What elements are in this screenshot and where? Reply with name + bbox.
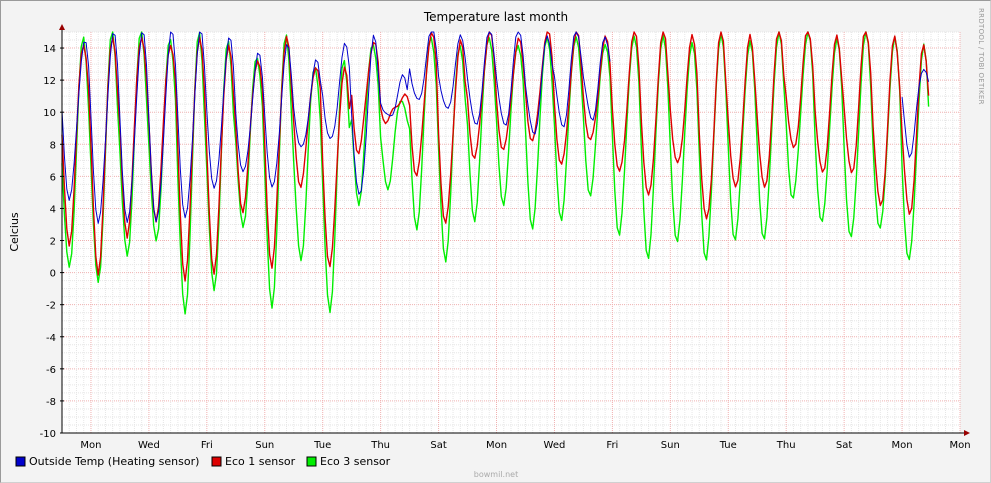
x-tick-label: Sat [430,440,446,451]
x-tick-label: Tue [313,440,331,451]
legend-swatch [211,456,222,467]
x-tick-label: Fri [606,440,618,451]
legend: Outside Temp (Heating sensor) Eco 1 senso… [15,455,391,468]
series-line-eco1 [61,31,930,282]
y-tick-label: 6 [50,172,56,183]
y-tick-label: -8 [46,397,56,408]
x-tick-labels: Mon Wed Fri Sun Tue Thu Sat Mon Wed Fri Sun Tue Thu S… [80,440,970,451]
x-axis-arrow [964,430,970,436]
y-tick-label: -6 [46,365,56,376]
y-tick-label: 0 [50,269,56,280]
y-tick-label: 2 [50,237,56,248]
x-tick-label: Tue [719,440,737,451]
x-tick-label: Mon [486,440,507,451]
legend-label: Eco 3 sensor [320,455,391,468]
y-tick-label: -10 [40,429,56,440]
x-tick-label: Wed [544,440,566,451]
y-axis-arrow [59,24,65,30]
series-line-outside-temp [61,31,930,224]
side-credit: RRDTOOL / TOBI OETIKER [977,8,985,105]
legend-label: Eco 1 sensor [225,455,296,468]
y-tick-label: 4 [50,204,56,215]
y-tick-label: 10 [43,108,56,119]
x-tick-label: Fri [201,440,213,451]
y-axis-label: Celcius [8,212,21,252]
x-tick-label: Sun [255,440,274,451]
y-tick-label: -4 [46,333,56,344]
x-tick-label: Wed [138,440,160,451]
legend-label: Outside Temp (Heating sensor) [29,455,199,468]
y-tick-label: 12 [43,76,56,87]
legend-swatch [15,456,26,467]
footer-credit: bowmil.net [474,470,518,479]
x-tick-label: Sat [836,440,852,451]
y-tick-labels: -10 -8 -6 -4 -2 0 2 4 6 8 10 12 14 [40,44,64,440]
y-tick-label: 14 [43,44,56,55]
x-tick-label: Mon [949,440,970,451]
x-tick-label: Thu [776,440,796,451]
legend-swatch [306,456,317,467]
axes [59,24,970,436]
x-tick-label: Mon [892,440,913,451]
x-tick-label: Mon [80,440,101,451]
y-tick-label: -2 [46,301,56,312]
chart-title: Temperature last month [423,10,568,24]
series-line-eco3 [61,31,930,315]
x-tick-label: Thu [370,440,390,451]
series-layer [61,31,930,315]
y-tick-label: 8 [50,140,56,151]
x-tick-label: Sun [661,440,680,451]
